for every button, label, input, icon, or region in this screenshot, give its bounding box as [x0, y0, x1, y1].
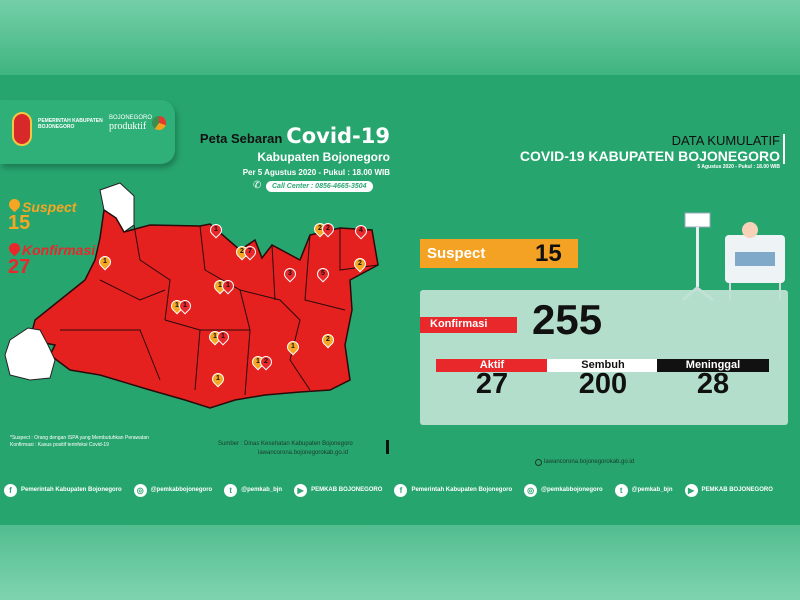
social-link[interactable]: ◎ @pemkabbojonegoro — [524, 483, 603, 497]
stats-card — [420, 290, 788, 425]
instagram-icon: ◎ — [133, 483, 147, 497]
legend-konfirmasi-label: Konfirmasi — [22, 242, 96, 258]
social-handle: PEMKAB BOJONEGORO — [701, 487, 773, 493]
sembuh-label: Sembuh — [547, 359, 659, 372]
social-link[interactable]: t @pemkab_bjn — [614, 483, 673, 497]
website-link-right[interactable]: lawancorona.bojonegorokab.go.id — [544, 459, 635, 465]
facebook-icon: f — [4, 483, 17, 497]
website-link-left[interactable]: lawancorona.bojonegorokab.go.id — [258, 450, 349, 456]
note-konfirmasi: Konfirmasi : Kasus positif terinfeksi Co… — [10, 442, 109, 448]
youtube-icon: ▶ — [294, 483, 308, 497]
instagram-icon: ◎ — [524, 483, 538, 497]
regency-crest-icon — [12, 112, 32, 146]
map-title: Peta Sebaran Covid-19 — [200, 124, 390, 148]
source: Sumber : Dinas Kesehatan Kabupaten Bojon… — [218, 441, 353, 447]
map-subtitle: Kabupaten Bojonegoro — [257, 150, 390, 164]
aktif-label: Aktif — [436, 359, 548, 372]
twitter-icon: t — [224, 483, 238, 497]
legend-suspect-value: 15 — [8, 212, 31, 234]
social-footer: f Pemerintah Kabupaten Bojonegoro ◎ @pemkab… — [0, 478, 800, 502]
social-link[interactable]: t @pemkab_bjn — [224, 483, 283, 497]
map-date: Per 5 Agustus 2020 - Pukul : 18.00 WIB — [242, 168, 390, 177]
meninggal-value: 28 — [696, 368, 730, 400]
social-handle: @pemkabbojonegoro — [541, 487, 603, 493]
social-handle: @pemkab_bjn — [241, 487, 283, 493]
social-handle: @pemkabbojonegoro — [150, 487, 213, 493]
aktif-value: 27 — [475, 368, 509, 400]
top-backdrop — [0, 0, 800, 75]
youtube-icon: ▶ — [684, 483, 698, 497]
brand-logo-icon — [152, 116, 166, 130]
note-suspect: *Suspect : Orang dengan ISPA yang Membut… — [10, 435, 149, 441]
konfirmasi-value: 255 — [532, 296, 603, 343]
sembuh-value: 200 — [578, 368, 628, 400]
globe-icon — [535, 459, 542, 466]
suspect-label: Suspect — [427, 245, 486, 262]
social-link[interactable]: ▶ PEMKAB BOJONEGORO — [294, 483, 383, 497]
facebook-icon: f — [394, 483, 408, 497]
social-handle: Pemerintah Kabupaten Bojonegoro — [21, 487, 122, 493]
meninggal-label: Meninggal — [657, 359, 769, 372]
district-borders — [60, 224, 379, 396]
twitter-icon: t — [614, 483, 628, 497]
main-region — [29, 208, 379, 409]
brand-top: BOJONEGORO — [109, 115, 153, 121]
social-handle: @pemkab_bjn — [631, 487, 673, 493]
cumulative-subtitle: COVID-19 KABUPATEN BOJONEGORO — [519, 148, 780, 164]
social-link[interactable]: f Pemerintah Kabupaten Bojonegoro — [4, 483, 122, 497]
konfirmasi-label: Konfirmasi — [420, 317, 517, 333]
divider — [386, 440, 389, 454]
cumulative-date: 5 Agustus 2020 - Pukul : 18.00 WIB — [697, 164, 780, 170]
cumulative-title: DATA KUMULATIF — [671, 133, 780, 148]
government-name: PEMERINTAH KABUPATEN BOJONEGORO — [38, 118, 103, 130]
social-handle: Pemerintah Kabupaten Bojonegoro — [411, 487, 513, 493]
legend-konfirmasi-value: 27 — [8, 256, 31, 278]
phone-icon: ✆ — [253, 180, 262, 191]
social-link[interactable]: ▶ PEMKAB BOJONEGORO — [684, 483, 773, 497]
social-handle: PEMKAB BOJONEGORO — [311, 487, 383, 493]
call-center: Call Center : 0856-4665-3504 — [266, 181, 373, 192]
definition-notes: *Suspect : Orang dengan ISPA yang Membut… — [10, 435, 150, 449]
margomulyo-region — [4, 327, 56, 381]
bottom-backdrop — [0, 525, 800, 600]
brand-bottom: produktif — [109, 121, 147, 132]
title-prefix: Peta Sebaran — [199, 131, 283, 146]
social-link[interactable]: f Pemerintah Kabupaten Bojonegoro — [394, 483, 513, 497]
divider — [783, 134, 785, 164]
social-link[interactable]: ◎ @pemkabbojonegoro — [133, 483, 213, 497]
legend-suspect-label: Suspect — [22, 199, 77, 215]
title-main: Covid-19 — [286, 124, 390, 148]
suspect-value: 15 — [535, 240, 562, 267]
suspect-banner — [420, 239, 578, 268]
